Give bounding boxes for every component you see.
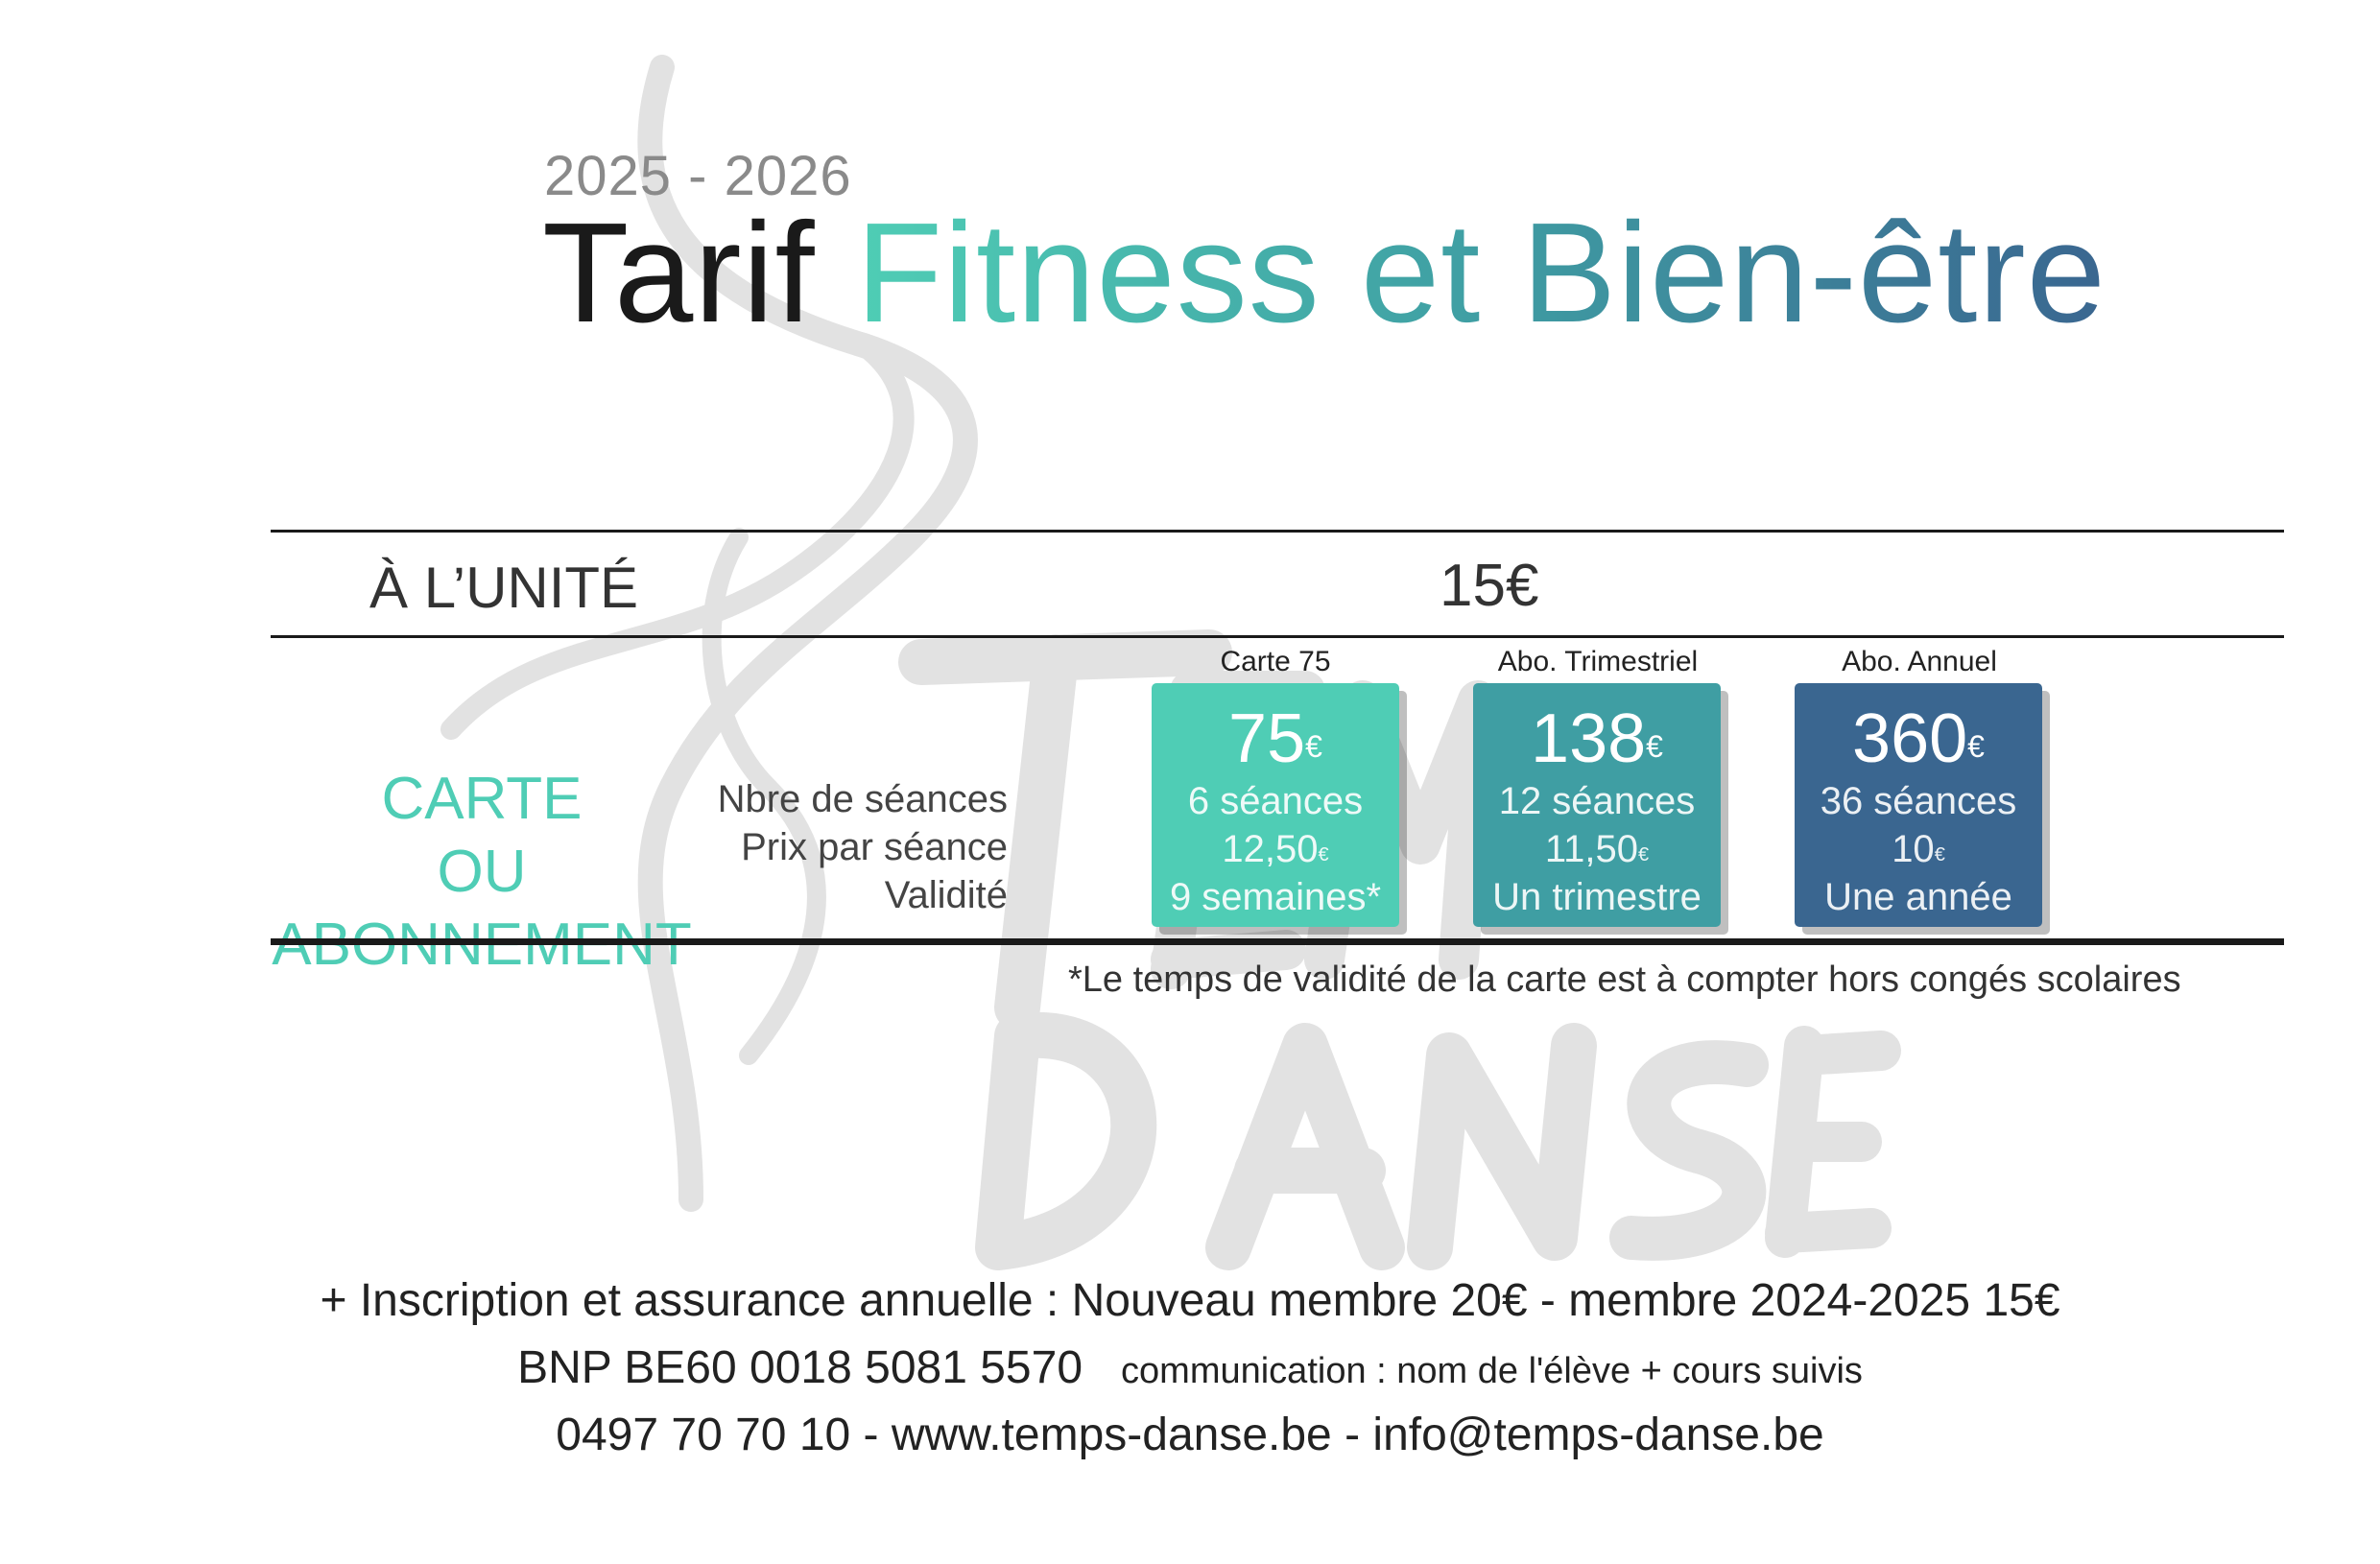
registration-info: + Inscription et assurance annuelle : No… xyxy=(320,1275,2060,1326)
card-sessions: 12 séances xyxy=(1498,780,1696,822)
card-carte-75-name: Carte 75 xyxy=(1220,646,1331,677)
card-sessions: 36 séances xyxy=(1820,780,2017,822)
card-price-per-session: 12,50€ xyxy=(1152,825,1399,873)
card-trimestriel-name: Abo. Trimestriel xyxy=(1497,646,1699,677)
contact-info: 0497 70 70 10 - www.temps-danse.be - inf… xyxy=(556,1410,1824,1460)
card-price: 360€ xyxy=(1795,700,2042,777)
currency-symbol: € xyxy=(1934,844,1945,865)
bank-info: BNP BE60 0018 5081 5570 communication : … xyxy=(0,1341,2380,1394)
row-label-price-per-session: Prix par séance xyxy=(741,826,1008,868)
title-fitness-bien-etre: Fitness et Bien-être xyxy=(855,194,2106,352)
row-labels: Nbre de séances Prix par séance Validité xyxy=(672,775,1008,919)
table-top-divider xyxy=(271,530,2284,533)
card-abo-annuel: 360€ 36 séances 10€ Une année xyxy=(1795,683,2042,927)
card-carte-75: 75€ 6 séances 12,50€ 9 semaines* xyxy=(1152,683,1399,927)
unit-row-label: À L’UNITÉ xyxy=(369,556,639,620)
title-tarif: Tarif xyxy=(542,194,816,352)
card-price-per-session: 10€ xyxy=(1795,825,2042,873)
card-price-value: 138 xyxy=(1531,700,1647,777)
card-price: 75€ xyxy=(1152,700,1399,777)
card-validity: 9 semaines* xyxy=(1169,876,1382,918)
per-session-value: 12,50 xyxy=(1222,828,1319,870)
page-title: Tarif Fitness et Bien-être xyxy=(542,197,2106,350)
card-validity: Une année xyxy=(1824,876,2012,918)
card-price: 138€ xyxy=(1473,700,1721,777)
card-validity: Un trimestre xyxy=(1492,876,1702,918)
currency-symbol: € xyxy=(1305,729,1322,764)
card-annuel-name: Abo. Annuel xyxy=(1842,646,1997,677)
currency-symbol: € xyxy=(1646,729,1663,764)
payment-communication: communication : nom de l'élève + cours s… xyxy=(1121,1351,1863,1391)
subscription-row-label: CARTE OU ABONNEMENT xyxy=(271,763,693,982)
unit-row-price: 15€ xyxy=(1440,553,1539,619)
currency-symbol: € xyxy=(1638,844,1650,865)
currency-symbol: € xyxy=(1318,844,1329,865)
card-price-value: 75 xyxy=(1228,700,1306,777)
per-session-value: 11,50 xyxy=(1544,828,1638,870)
card-price-value: 360 xyxy=(1852,700,1968,777)
bank-account: BNP BE60 0018 5081 5570 xyxy=(517,1342,1083,1393)
card-sessions: 6 séances xyxy=(1187,780,1364,822)
validity-footnote: *Le temps de validité de la carte est à … xyxy=(1068,960,2181,1000)
table-middle-divider xyxy=(271,635,2284,638)
card-abo-trimestriel: 138€ 12 séances 11,50€ Un trimestre xyxy=(1473,683,1721,927)
table-bottom-divider xyxy=(271,938,2284,945)
card-price-per-session: 11,50€ xyxy=(1473,825,1721,873)
season-year: 2025 - 2026 xyxy=(544,145,852,207)
currency-symbol: € xyxy=(1967,729,1985,764)
row-label-sessions: Nbre de séances xyxy=(717,778,1008,820)
per-session-value: 10 xyxy=(1892,828,1935,870)
subscription-label-line1: CARTE xyxy=(381,766,583,832)
subscription-label-line2: OU ABONNEMENT xyxy=(272,839,692,978)
row-label-validity: Validité xyxy=(884,874,1008,916)
